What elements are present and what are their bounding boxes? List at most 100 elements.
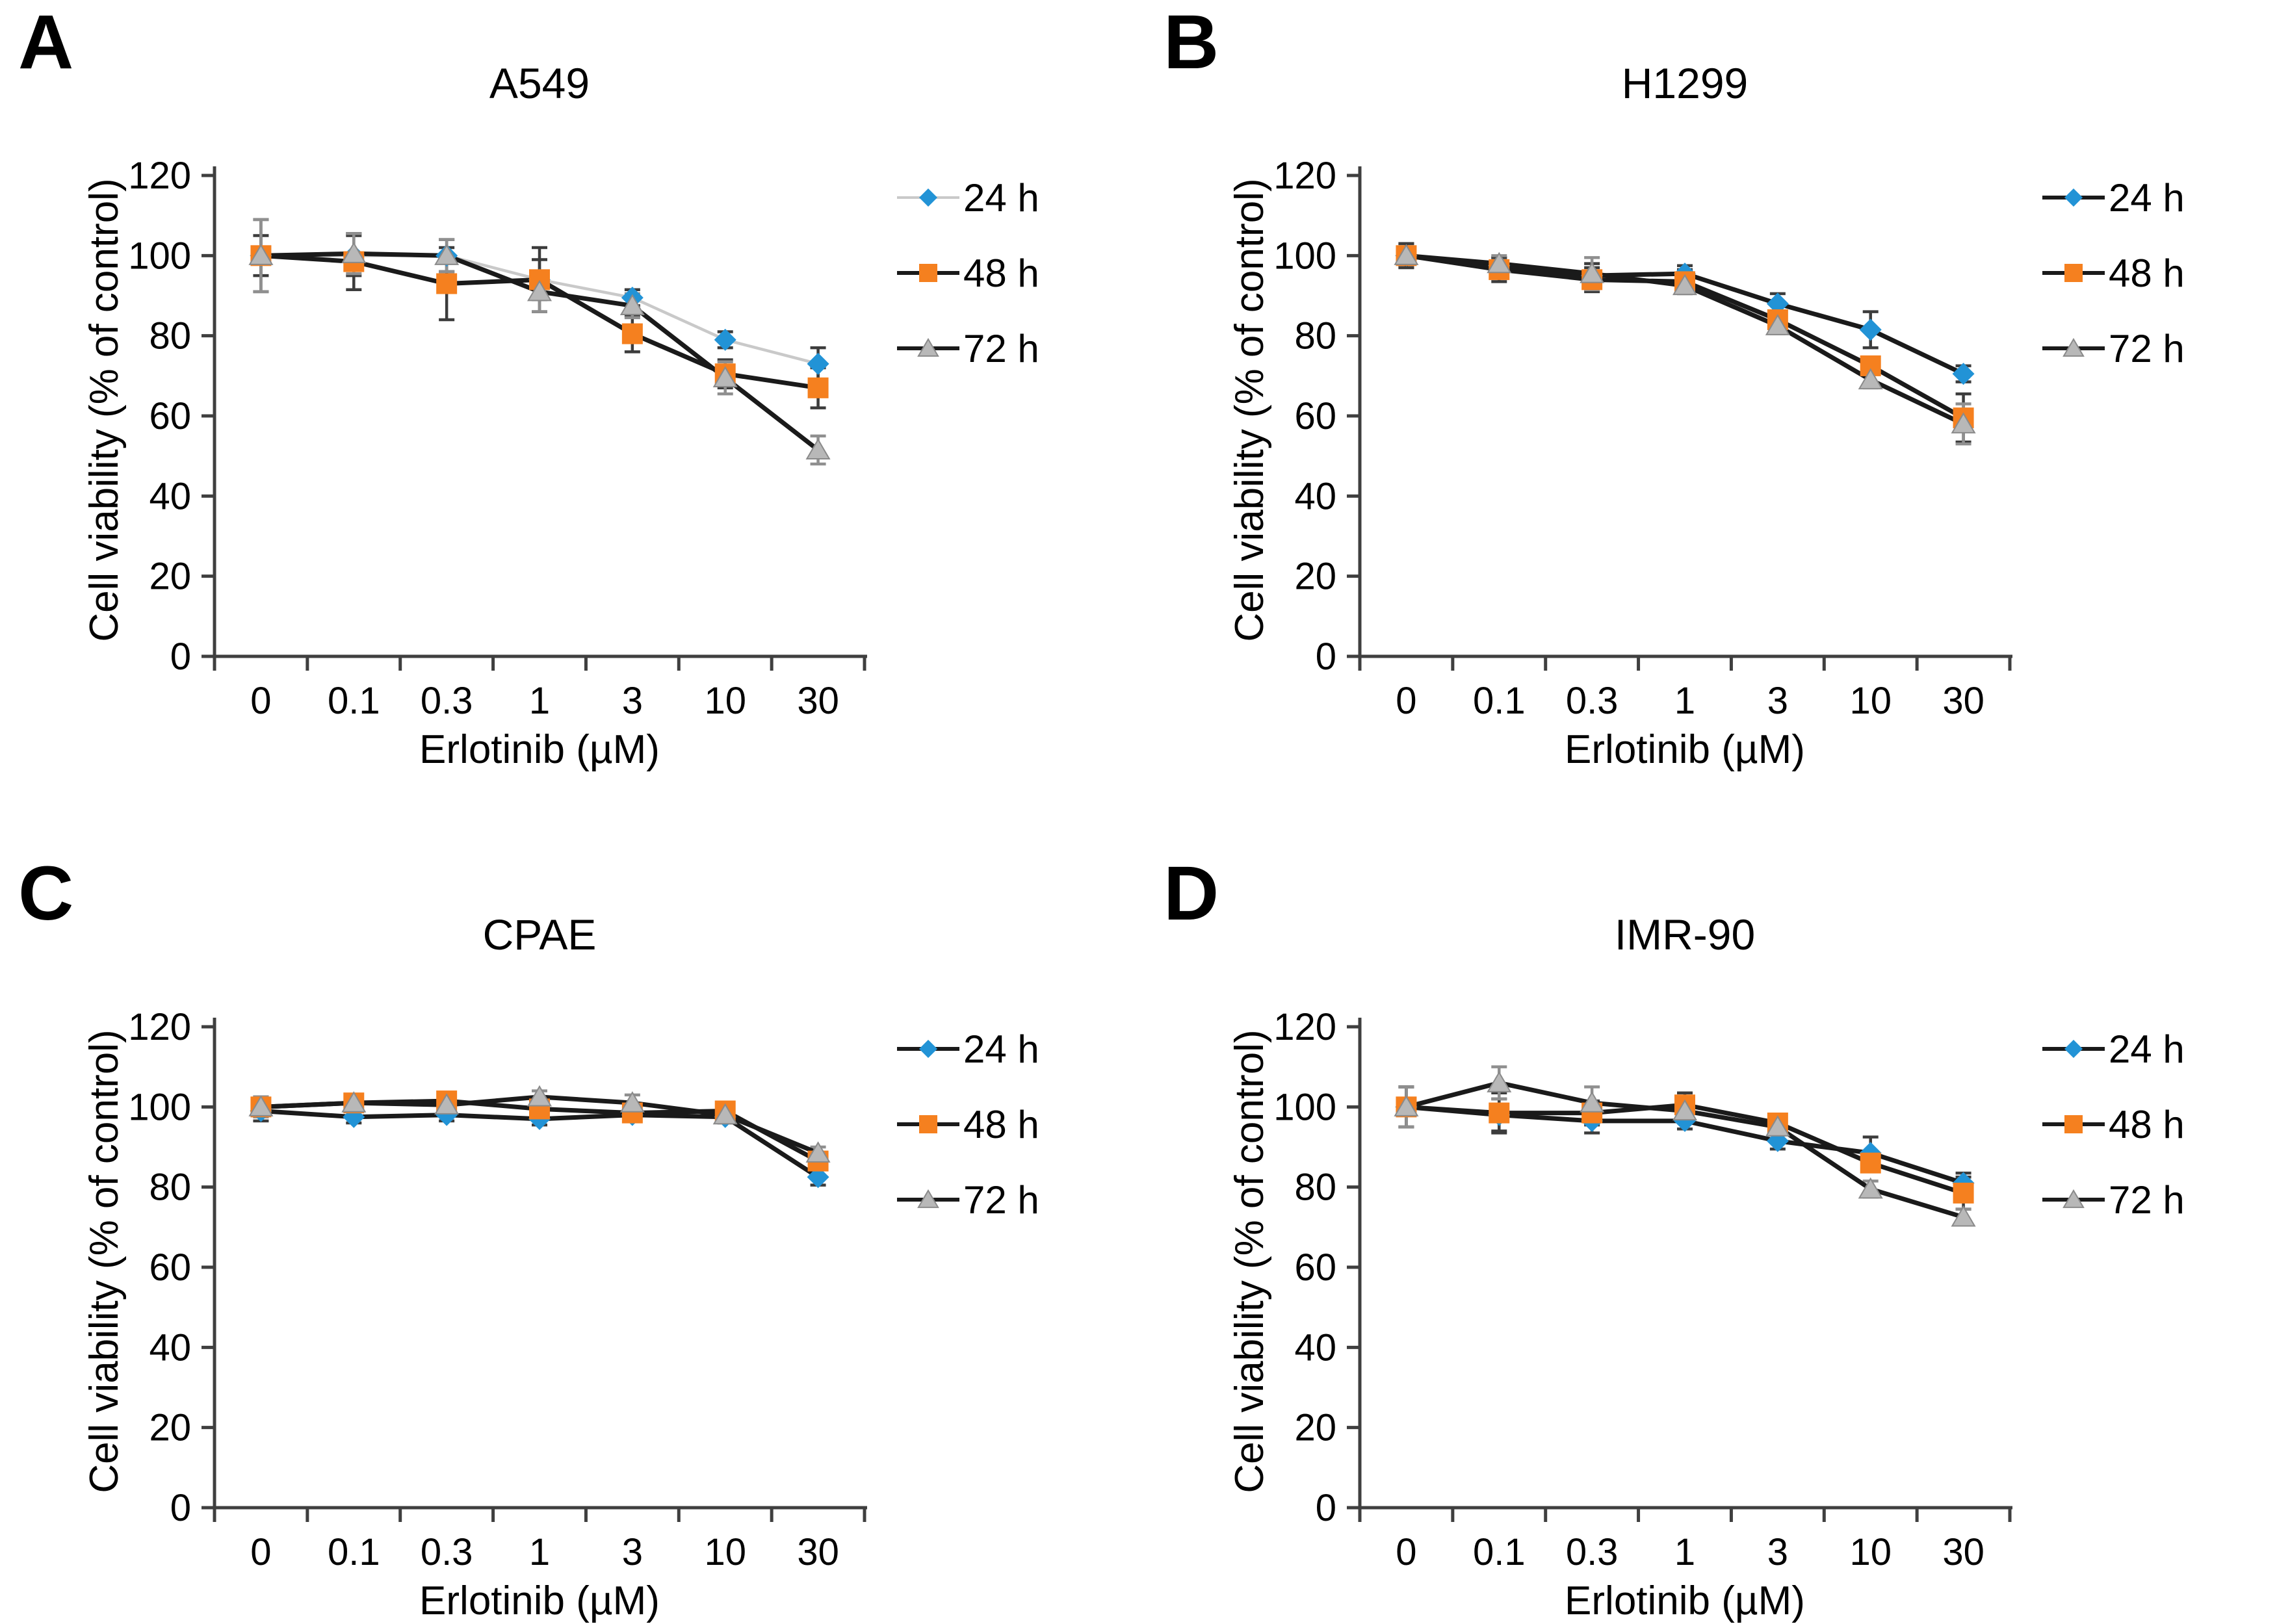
legend-item: 48 h <box>896 1101 1039 1148</box>
legend-label: 24 h <box>2109 1027 2185 1071</box>
data-point-diamond <box>1859 318 1882 341</box>
data-point-diamond <box>1952 363 1975 385</box>
legend-item: 72 h <box>896 1176 1039 1223</box>
legend-72h-marker-icon <box>897 1189 959 1208</box>
panel-letter: B <box>1164 0 1220 85</box>
data-point-diamond <box>807 1166 829 1189</box>
data-point-diamond <box>436 1103 458 1126</box>
x-tick-label: 0 <box>1396 1531 1416 1573</box>
y-tick-label: 100 <box>128 1086 191 1128</box>
y-tick-label: 40 <box>1294 1326 1336 1369</box>
series-markers-72h <box>1394 1071 1976 1227</box>
data-point-triangle <box>805 438 831 460</box>
y-tick-label: 40 <box>149 1326 191 1369</box>
y-tick-label: 60 <box>149 395 191 437</box>
legend: 24 h 48 h 72 h <box>896 1025 1039 1223</box>
legend-label: 72 h <box>2109 1178 2185 1222</box>
x-axis-title: Erlotinib (µM) <box>1565 727 1805 772</box>
data-point-square <box>621 323 643 344</box>
data-point-triangle <box>1580 262 1605 283</box>
data-point-square <box>436 273 458 294</box>
chart-title: A549 <box>489 59 590 107</box>
x-tick-label: 1 <box>529 680 550 722</box>
chart-canvas: 0 20 40 60 80 100 120 0 0.1 0.3 1 3 10 30 <box>128 1006 867 1573</box>
legend: 24 h 48 h 72 h <box>2041 174 2185 372</box>
data-point-triangle <box>1487 1071 1512 1092</box>
y-tick-label: 40 <box>1294 475 1336 517</box>
y-tick-label: 0 <box>170 1487 191 1529</box>
legend: 24 h 48 h 72 h <box>896 174 1039 372</box>
legend-48h-marker-icon <box>897 264 959 282</box>
data-point-diamond <box>714 328 736 351</box>
x-tick-label: 10 <box>1849 1531 1892 1573</box>
x-tick-label: 0.3 <box>421 1531 473 1573</box>
data-point-triangle <box>917 1189 939 1208</box>
x-tick-label: 1 <box>1674 680 1695 722</box>
legend-label: 48 h <box>2109 251 2185 295</box>
series-markers-72h <box>248 1085 831 1163</box>
data-point-triangle <box>248 244 274 265</box>
legend-label: 24 h <box>2109 175 2185 220</box>
x-tick-label: 0 <box>250 680 271 722</box>
y-tick-label: 60 <box>1294 395 1336 437</box>
data-point-triangle <box>1858 1177 1883 1199</box>
legend-72h-marker-icon <box>897 338 959 357</box>
y-tick-label: 80 <box>149 1166 191 1209</box>
legend-item: 24 h <box>896 174 1039 221</box>
x-axis-title: Erlotinib (µM) <box>1565 1579 1805 1623</box>
legend-24h-marker-icon <box>897 188 959 207</box>
legend-item: 24 h <box>896 1025 1039 1072</box>
legend-item: 48 h <box>2041 1101 2185 1148</box>
data-point-triangle <box>1951 1205 1976 1227</box>
data-point-diamond <box>2064 188 2083 207</box>
x-tick-label: 3 <box>1767 680 1788 722</box>
data-point-triangle <box>1765 1115 1790 1137</box>
data-point-triangle <box>434 1093 460 1115</box>
y-tick-label: 60 <box>149 1246 191 1289</box>
y-axis: 0 20 40 60 80 100 120 <box>1273 155 1362 678</box>
chart-title: IMR-90 <box>1614 910 1756 959</box>
x-axis: 0 0.1 0.3 1 3 10 30 <box>213 654 867 722</box>
data-point-square <box>1953 1182 1974 1204</box>
panel-letter: D <box>1164 851 1220 936</box>
x-tick-label: 10 <box>704 680 746 722</box>
legend-48h-marker-icon <box>897 1115 959 1133</box>
data-point-triangle <box>248 1095 274 1116</box>
panel-imr90: D IMR-90 Cell viability (% of control) 0… <box>1145 812 2290 1624</box>
chart-canvas: 0 20 40 60 80 100 120 0 0.1 0.3 1 3 10 30 <box>1273 155 2012 722</box>
data-point-diamond <box>1766 292 1789 315</box>
legend-item: 72 h <box>2041 1176 2185 1223</box>
legend-48h-marker-icon <box>2042 1115 2105 1133</box>
data-point-triangle <box>2062 1189 2085 1208</box>
x-tick-label: 0.3 <box>1566 1531 1619 1573</box>
data-point-triangle <box>1394 244 1419 265</box>
y-tick-label: 0 <box>170 636 191 678</box>
y-tick-label: 120 <box>128 1006 191 1048</box>
data-point-square <box>2064 1115 2083 1133</box>
legend-24h-marker-icon <box>2042 1040 2105 1058</box>
y-tick-label: 80 <box>1294 315 1336 357</box>
panel-a549: A A549 Cell viability (% of control) 0 20… <box>0 0 1145 812</box>
legend-item: 24 h <box>2041 174 2185 221</box>
y-axis: 0 20 40 60 80 100 120 <box>128 155 216 678</box>
y-axis: 0 20 40 60 80 100 120 <box>1273 1006 1362 1529</box>
legend-label: 72 h <box>2109 326 2185 370</box>
data-point-triangle <box>619 294 645 316</box>
x-tick-label: 3 <box>1767 1531 1788 1573</box>
data-point-triangle <box>341 1091 367 1113</box>
x-axis-title: Erlotinib (µM) <box>419 727 660 772</box>
legend-24h-marker-icon <box>897 1040 959 1058</box>
x-tick-label: 0.1 <box>1473 1531 1526 1573</box>
series-markers-72h <box>1394 244 1976 433</box>
data-point-triangle <box>1951 412 1976 433</box>
panel-letter: C <box>18 851 75 936</box>
x-tick-label: 3 <box>622 680 643 722</box>
y-tick-label: 20 <box>1294 1407 1336 1449</box>
data-point-diamond <box>2064 1040 2083 1058</box>
data-point-triangle <box>341 242 367 263</box>
y-tick-label: 100 <box>128 235 191 277</box>
y-tick-label: 20 <box>149 556 191 598</box>
data-point-square <box>1489 1102 1510 1124</box>
data-point-triangle <box>712 366 738 388</box>
